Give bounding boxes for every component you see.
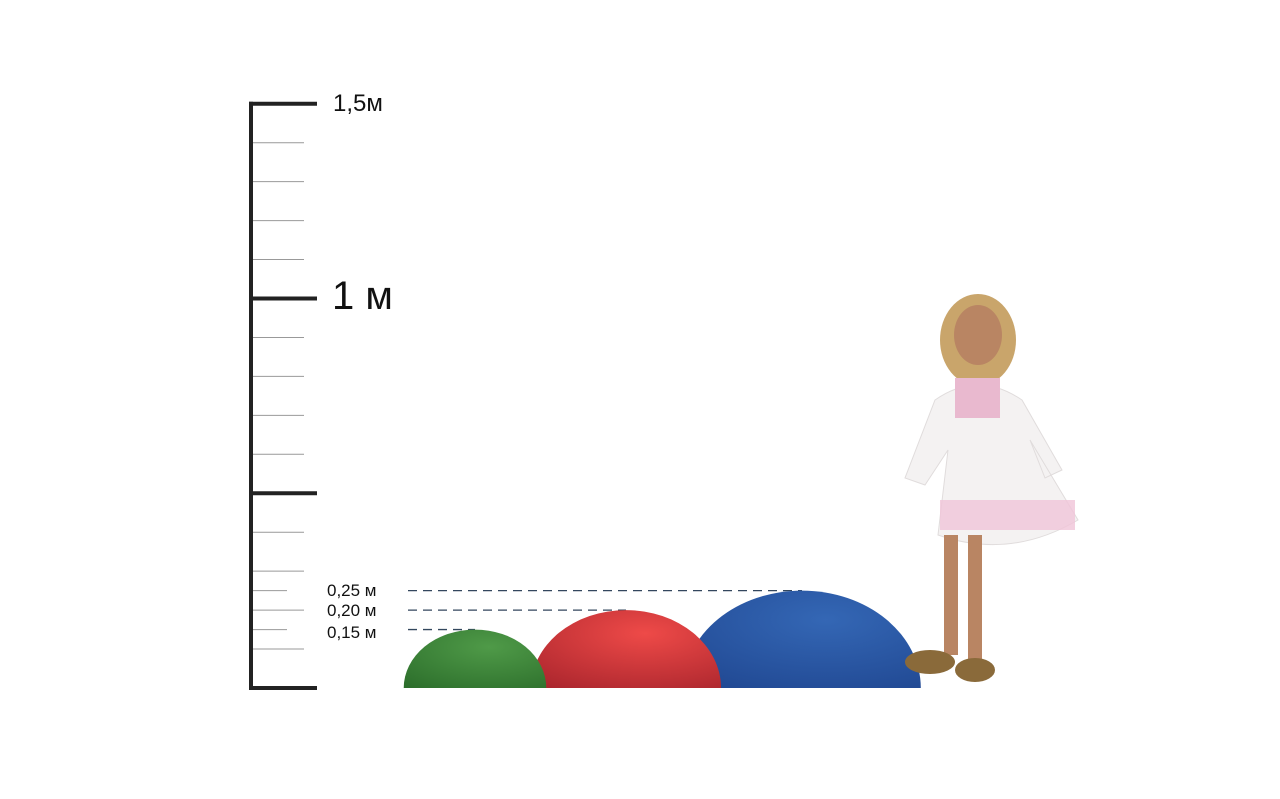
ruler [249,101,317,690]
hemisphere-green [403,629,547,688]
height-label-020: 0,20 м [327,601,377,620]
height-label-015: 0,15 м [327,623,377,642]
hemisphere-red [530,610,722,688]
hemisphere-blue [683,590,921,688]
height-label-025: 0,25 м [327,581,377,600]
scale-label-1m: 1 м [332,274,393,318]
child-figure [904,294,1079,682]
hemispheres [403,589,921,688]
scale-label-1-5m: 1,5м [333,90,383,117]
